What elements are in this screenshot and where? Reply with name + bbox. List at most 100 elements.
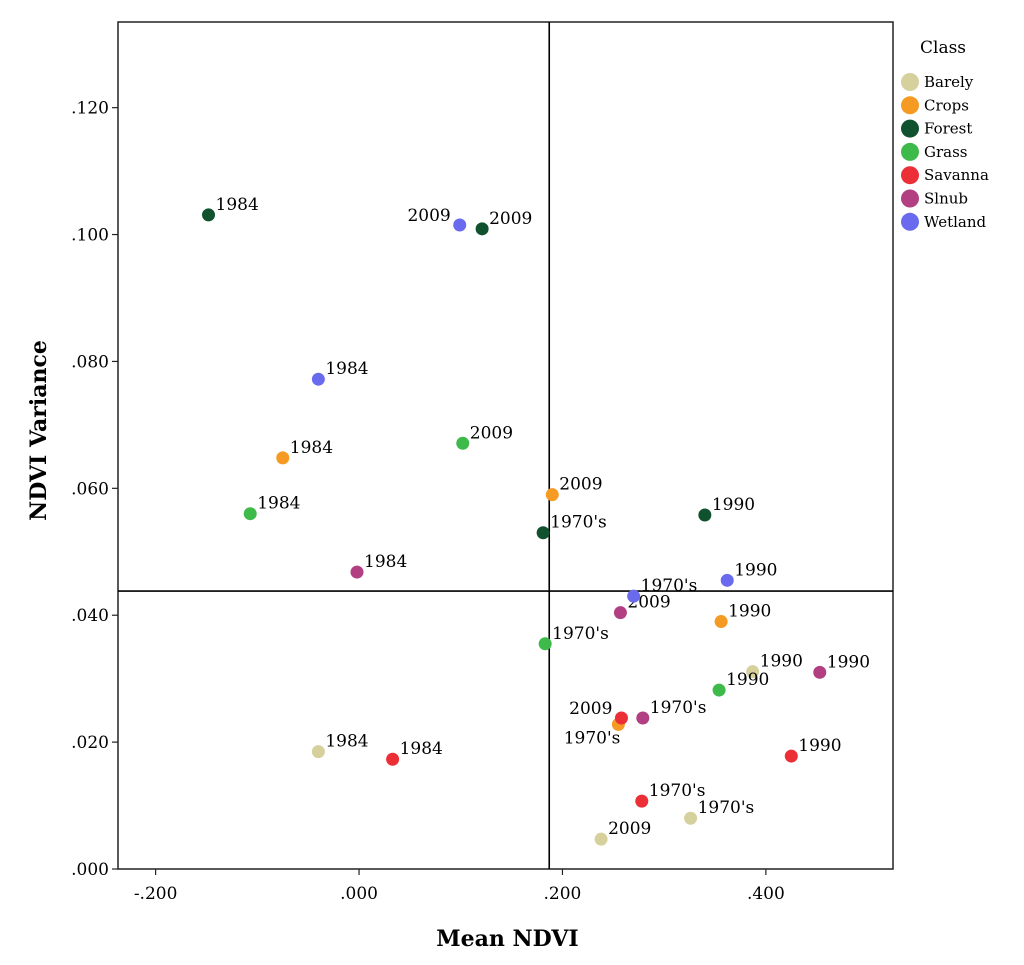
legend-item: Slnub [901,189,968,208]
data-point [475,222,489,236]
y-tick-label: .060 [71,479,109,499]
data-point [684,811,698,825]
point-label: 1990 [798,736,841,756]
legend-marker [901,166,919,185]
point-label: 2009 [407,206,450,226]
x-axis-title: Mean NDVI [436,926,578,952]
data-point [202,208,216,222]
point-label: 1984 [325,359,368,379]
data-point [627,589,641,603]
point-label: 2009 [559,475,602,495]
point-label: 1970's [649,781,706,801]
data-point [784,749,798,763]
legend-item: Crops [901,96,969,115]
data-point [386,752,400,766]
data-point [613,606,627,620]
data-point [350,565,364,579]
legend-marker [901,189,919,208]
data-point [311,745,325,759]
x-tick-label: .000 [340,884,378,904]
point-label: 1970's [641,576,698,596]
point-label: 1984 [290,438,333,458]
point-label: 1990 [726,670,769,690]
point-label: 1984 [216,195,259,215]
point-label: 2009 [608,819,651,839]
series-slnub: 1984 2009 1970's 1990 [350,552,870,725]
legend-title: Class [920,38,966,58]
legend-label: Forest [924,120,972,138]
legend: Class Barely Crops Forest Grass Savanna Slnub W… [901,38,989,231]
data-point [698,508,712,522]
point-label: 1990 [827,652,870,672]
series-wetland: 1984 2009 1970's 1990 [311,206,777,603]
data-point [545,488,559,502]
plot-frame [117,21,894,870]
y-axis-title: NDVI Variance [26,340,52,521]
legend-item: Savanna [901,166,989,185]
point-label: 1970's [564,728,621,748]
series-grass: 1984 2009 1970's 1990 [243,423,769,697]
x-tick-label: -.200 [134,884,178,904]
legend-item: Wetland [901,212,987,231]
series-forest: 1984 2009 1970's 1990 [202,195,755,540]
x-tick-label: .200 [544,884,582,904]
legend-marker [901,119,919,138]
data-point [536,526,550,540]
data-point [453,218,467,232]
series-barely: 1984 2009 1970's 1990 [311,652,803,846]
point-label: 1984 [257,494,300,514]
legend-marker [901,73,919,91]
data-point [712,683,726,697]
legend-label: Slnub [924,190,968,208]
legend-label: Wetland [924,213,987,231]
data-point [636,711,650,725]
legend-marker [901,96,919,115]
point-label: 1990 [760,652,803,672]
point-label: 2009 [569,699,612,719]
y-tick-label: .120 [71,99,109,119]
y-tick-label: .040 [71,606,109,626]
legend-item: Grass [901,142,968,161]
y-tick-label: .020 [71,733,109,753]
legend-marker [901,212,919,231]
point-label: 1990 [712,495,755,515]
y-tick-label: .000 [71,860,109,880]
plot-area: .000 .020 .040 .060 .080 .100 .120 -.200 .000 .20… [26,21,894,952]
point-label: 1984 [400,739,443,759]
y-tick-label: .100 [71,226,109,246]
point-label: 1984 [325,732,368,752]
y-tick-label: .080 [71,352,109,372]
x-tick-label: .400 [747,884,785,904]
data-point [635,794,649,808]
data-point [311,372,325,386]
point-label: 1990 [728,602,771,622]
legend-label: Crops [924,96,969,114]
data-point [720,573,734,587]
legend-label: Grass [924,143,968,161]
series-savanna: 1984 2009 1970's 1990 [386,699,842,808]
legend-label: Barely [924,73,974,91]
legend-label: Savanna [924,166,989,184]
point-label: 1970's [550,513,607,533]
data-point [594,832,608,846]
data-point [614,711,628,725]
point-label: 1970's [698,798,755,818]
data-point [456,436,470,450]
data-point [276,451,290,465]
data-point [813,665,827,679]
point-label: 1984 [364,552,407,572]
data-point [746,665,760,679]
point-label: 2009 [470,423,513,443]
point-label: 1970's [552,624,609,644]
legend-item: Forest [901,119,972,138]
data-point [538,637,552,651]
point-label: 2009 [489,209,532,229]
series-crops: 1984 2009 1970's 1990 [276,438,771,748]
point-label: 1990 [734,560,777,580]
data-point [243,507,257,521]
point-label: 1970's [650,698,707,718]
legend-item: Barely [901,73,974,91]
data-point [714,615,728,629]
